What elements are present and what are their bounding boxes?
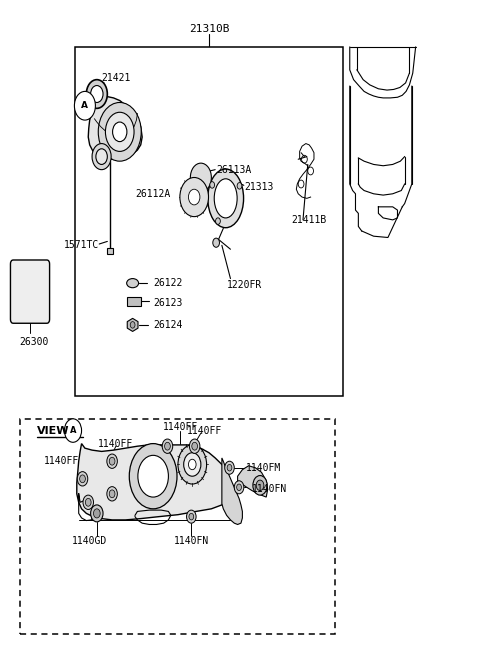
Text: 1140FF: 1140FF [163,422,198,432]
Text: A: A [82,102,88,110]
Circle shape [107,454,117,468]
Text: 1140FF: 1140FF [98,439,133,449]
Circle shape [92,143,111,170]
Text: 26122: 26122 [153,278,182,288]
Circle shape [77,472,88,486]
Circle shape [64,419,82,442]
Bar [21,419,336,634]
Circle shape [189,459,196,470]
Text: VIEW: VIEW [37,426,70,436]
Circle shape [91,505,103,522]
Bar [75,47,343,396]
Circle shape [192,442,198,450]
Circle shape [83,495,94,510]
Text: 26124: 26124 [153,320,182,330]
Text: 21411B: 21411B [291,215,327,225]
Text: 26113A: 26113A [216,164,252,175]
Text: A: A [70,426,76,435]
Circle shape [80,475,85,483]
Bar [108,248,113,254]
Text: 26112A: 26112A [135,189,170,199]
Circle shape [180,178,208,217]
Circle shape [187,510,196,523]
Circle shape [213,238,219,248]
Ellipse shape [214,179,237,218]
Circle shape [237,183,242,189]
Bar [127,297,141,306]
Circle shape [178,445,206,484]
Circle shape [225,461,234,474]
Polygon shape [77,443,230,520]
Text: 1140FF: 1140FF [187,426,222,436]
Circle shape [109,490,115,498]
Circle shape [210,181,215,188]
Circle shape [162,439,173,453]
Circle shape [237,484,241,491]
Polygon shape [127,318,138,331]
Text: 21421: 21421 [102,73,131,83]
Circle shape [253,476,267,495]
Text: 1140GD: 1140GD [72,536,107,546]
Circle shape [190,439,200,453]
Circle shape [91,86,103,102]
Circle shape [129,443,177,509]
Text: 1140FN: 1140FN [252,483,287,494]
Circle shape [189,514,194,520]
Circle shape [106,112,134,151]
Text: 1140FN: 1140FN [174,536,209,546]
Circle shape [184,453,201,476]
Text: 1140FF: 1140FF [44,456,80,466]
Text: 1220FR: 1220FR [227,280,262,290]
Circle shape [74,92,96,120]
Circle shape [130,322,135,328]
Text: 26300: 26300 [20,337,49,347]
Circle shape [227,464,232,471]
Circle shape [189,189,200,205]
Circle shape [109,457,115,465]
Circle shape [98,102,141,161]
Ellipse shape [127,278,139,288]
Text: 21310B: 21310B [189,24,229,34]
Text: 1140FM: 1140FM [246,462,281,473]
Text: 1571TC: 1571TC [63,240,99,250]
Ellipse shape [208,169,243,228]
Polygon shape [238,466,268,497]
Circle shape [165,442,170,450]
Polygon shape [222,458,242,525]
Circle shape [216,218,220,225]
FancyBboxPatch shape [11,260,49,324]
Text: 26123: 26123 [153,298,182,308]
Circle shape [85,498,91,506]
Circle shape [107,487,117,501]
Circle shape [138,455,168,497]
Circle shape [96,149,108,164]
Circle shape [113,122,127,141]
Text: 21313: 21313 [245,181,274,192]
Circle shape [94,509,100,518]
Circle shape [86,80,108,108]
Polygon shape [88,97,142,159]
Circle shape [191,163,211,192]
Circle shape [256,480,264,491]
Circle shape [234,481,244,494]
